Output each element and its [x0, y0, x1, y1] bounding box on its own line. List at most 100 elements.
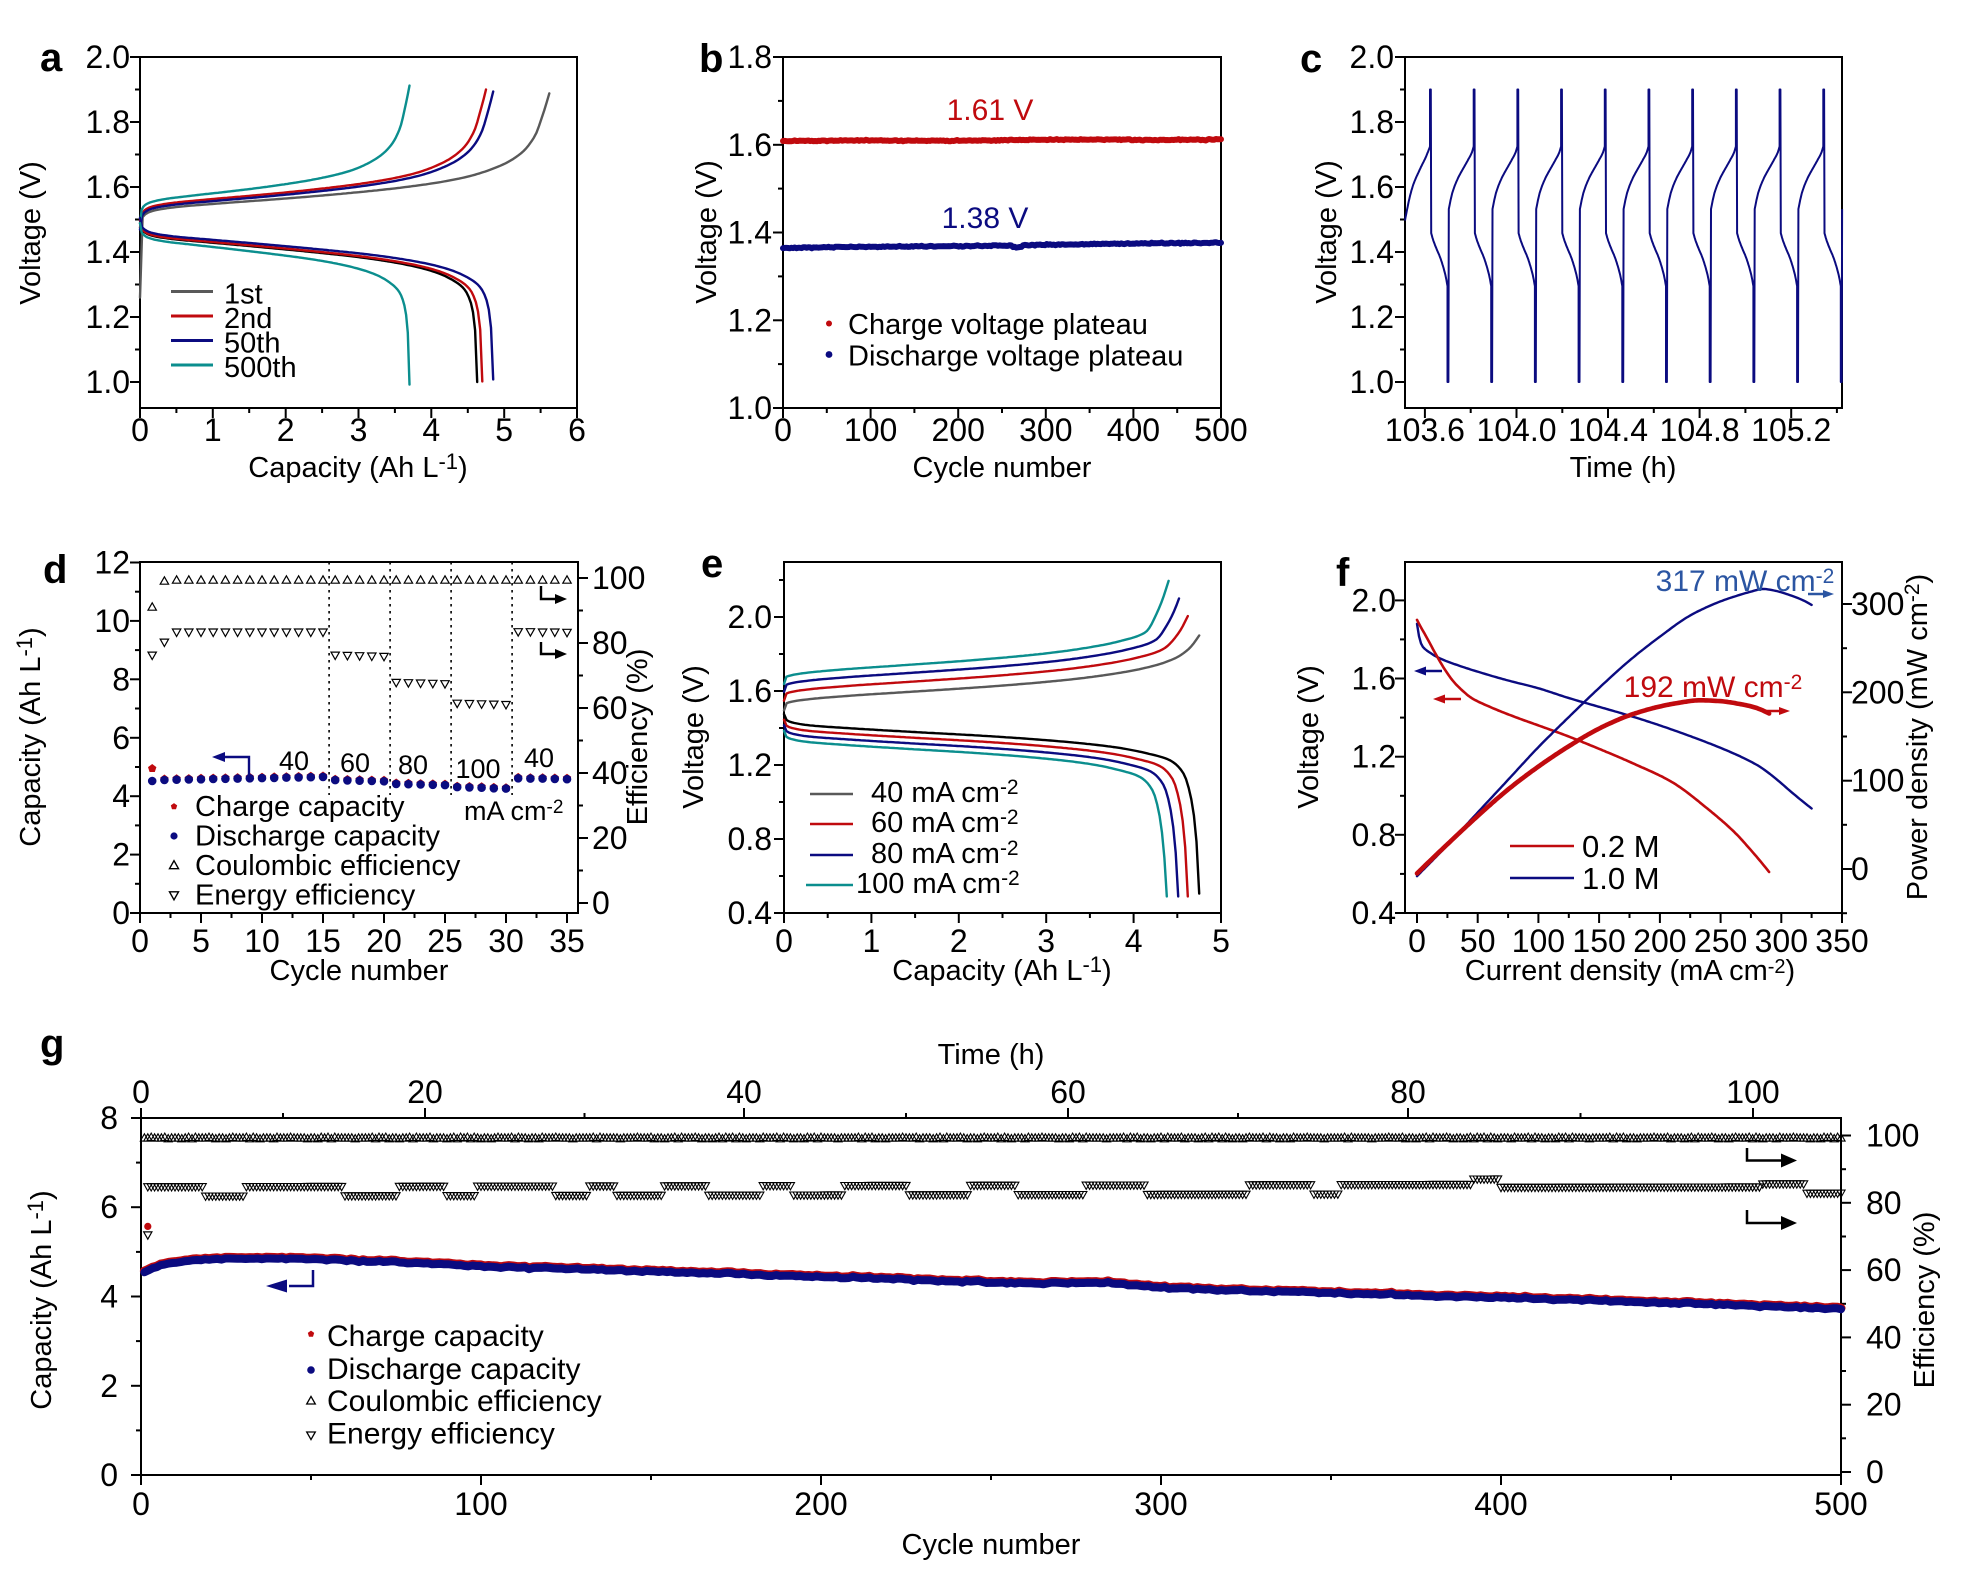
svg-text:0: 0: [112, 895, 130, 931]
svg-text:f: f: [1336, 551, 1350, 595]
svg-text:Time (h): Time (h): [938, 1039, 1045, 1071]
svg-text:100: 100: [592, 560, 645, 596]
svg-text:1.2: 1.2: [1350, 299, 1394, 335]
svg-text:80 mA cm-2: 80 mA cm-2: [871, 837, 1019, 870]
svg-text:1: 1: [863, 923, 881, 959]
svg-text:60: 60: [1050, 1074, 1086, 1110]
svg-text:8: 8: [100, 1100, 118, 1136]
svg-text:Energy efficiency: Energy efficiency: [195, 880, 416, 912]
svg-text:3: 3: [1037, 923, 1055, 959]
svg-text:50: 50: [1460, 923, 1496, 959]
svg-text:2: 2: [100, 1368, 118, 1404]
svg-text:Coulombic efficiency: Coulombic efficiency: [327, 1385, 602, 1418]
svg-text:5: 5: [1212, 923, 1230, 959]
svg-text:1.2: 1.2: [86, 299, 130, 335]
svg-text:104.8: 104.8: [1660, 412, 1740, 448]
svg-text:0.8: 0.8: [728, 821, 772, 857]
svg-text:0: 0: [592, 885, 610, 921]
svg-text:250: 250: [1694, 923, 1747, 959]
svg-text:Capacity (Ah L-1): Capacity (Ah L-1): [248, 449, 467, 484]
svg-text:0: 0: [131, 412, 149, 448]
svg-text:105.2: 105.2: [1751, 412, 1831, 448]
svg-text:1.6: 1.6: [728, 673, 772, 709]
svg-text:4: 4: [100, 1279, 118, 1315]
svg-text:80: 80: [398, 750, 428, 780]
svg-text:50th: 50th: [224, 328, 280, 360]
svg-text:Discharge capacity: Discharge capacity: [327, 1353, 580, 1386]
svg-text:350: 350: [1815, 923, 1868, 959]
svg-text:1.0 M: 1.0 M: [1582, 861, 1660, 896]
svg-text:500: 500: [1194, 412, 1247, 448]
svg-text:5: 5: [192, 923, 210, 959]
svg-text:1.6: 1.6: [1350, 169, 1394, 205]
svg-text:5: 5: [495, 412, 513, 448]
svg-text:317 mW cm-2: 317 mW cm-2: [1656, 565, 1835, 598]
svg-text:g: g: [40, 1022, 64, 1066]
svg-text:1: 1: [204, 412, 222, 448]
svg-text:60: 60: [592, 690, 628, 726]
svg-text:4: 4: [422, 412, 440, 448]
svg-text:15: 15: [305, 923, 341, 959]
svg-text:300: 300: [1019, 412, 1072, 448]
svg-text:1.0: 1.0: [1350, 364, 1394, 400]
svg-text:Capacity (Ah L-1): Capacity (Ah L-1): [23, 1190, 58, 1409]
svg-text:300: 300: [1755, 923, 1808, 959]
svg-text:e: e: [701, 542, 723, 586]
svg-text:100: 100: [844, 412, 897, 448]
svg-text:500: 500: [1814, 1486, 1867, 1522]
svg-text:8: 8: [112, 661, 130, 697]
svg-text:100: 100: [1851, 763, 1904, 799]
svg-text:d: d: [43, 548, 67, 592]
svg-text:20: 20: [407, 1074, 443, 1110]
svg-text:Charge capacity: Charge capacity: [195, 791, 405, 823]
svg-text:10: 10: [244, 923, 280, 959]
svg-text:a: a: [40, 36, 63, 80]
svg-text:Voltage (V): Voltage (V): [691, 160, 723, 303]
svg-text:60 mA cm-2: 60 mA cm-2: [871, 806, 1019, 839]
svg-text:2.0: 2.0: [1352, 582, 1396, 618]
svg-text:Discharge capacity: Discharge capacity: [195, 821, 440, 853]
svg-text:40: 40: [1866, 1319, 1902, 1355]
svg-text:Current density (mA cm-2): Current density (mA cm-2): [1465, 955, 1795, 987]
svg-text:Capacity (Ah L-1): Capacity (Ah L-1): [892, 952, 1111, 987]
svg-text:40: 40: [524, 743, 554, 773]
svg-text:400: 400: [1107, 412, 1160, 448]
svg-text:0.2 M: 0.2 M: [1582, 829, 1660, 864]
svg-text:100: 100: [455, 754, 500, 784]
svg-text:1st: 1st: [224, 279, 263, 311]
svg-text:104.0: 104.0: [1476, 412, 1556, 448]
svg-text:100: 100: [1866, 1118, 1919, 1154]
svg-text:6: 6: [112, 720, 130, 756]
svg-text:12: 12: [94, 545, 130, 581]
svg-text:1.2: 1.2: [728, 302, 772, 338]
svg-text:1.8: 1.8: [86, 104, 130, 140]
svg-text:20: 20: [366, 923, 402, 959]
svg-text:Charge voltage plateau: Charge voltage plateau: [848, 309, 1148, 341]
svg-text:Cycle number: Cycle number: [270, 955, 449, 987]
svg-text:2: 2: [277, 412, 295, 448]
svg-text:6: 6: [568, 412, 586, 448]
svg-text:Cycle number: Cycle number: [902, 1529, 1081, 1561]
svg-text:300: 300: [1851, 586, 1904, 622]
svg-text:2nd: 2nd: [224, 303, 272, 335]
svg-text:60: 60: [1866, 1252, 1902, 1288]
svg-text:Power density (mW cm-2): Power density (mW cm-2): [1901, 574, 1934, 900]
svg-text:Efficiency (%): Efficiency (%): [1909, 1212, 1941, 1389]
svg-text:0: 0: [1408, 923, 1426, 959]
svg-text:c: c: [1300, 37, 1322, 81]
svg-text:40: 40: [726, 1074, 762, 1110]
svg-text:20: 20: [592, 820, 628, 856]
svg-text:80: 80: [1390, 1074, 1426, 1110]
svg-text:4: 4: [112, 778, 130, 814]
svg-text:10: 10: [94, 603, 130, 639]
svg-text:192 mW cm-2: 192 mW cm-2: [1624, 671, 1803, 704]
svg-text:100 mA cm-2: 100 mA cm-2: [856, 867, 1020, 900]
svg-text:0: 0: [131, 923, 149, 959]
svg-text:6: 6: [100, 1189, 118, 1225]
svg-text:Time (h): Time (h): [1570, 452, 1677, 484]
svg-text:1.8: 1.8: [728, 39, 772, 75]
svg-text:1.2: 1.2: [1352, 739, 1396, 775]
svg-text:40: 40: [279, 746, 309, 776]
svg-text:3: 3: [350, 412, 368, 448]
svg-text:0.4: 0.4: [1352, 895, 1396, 931]
